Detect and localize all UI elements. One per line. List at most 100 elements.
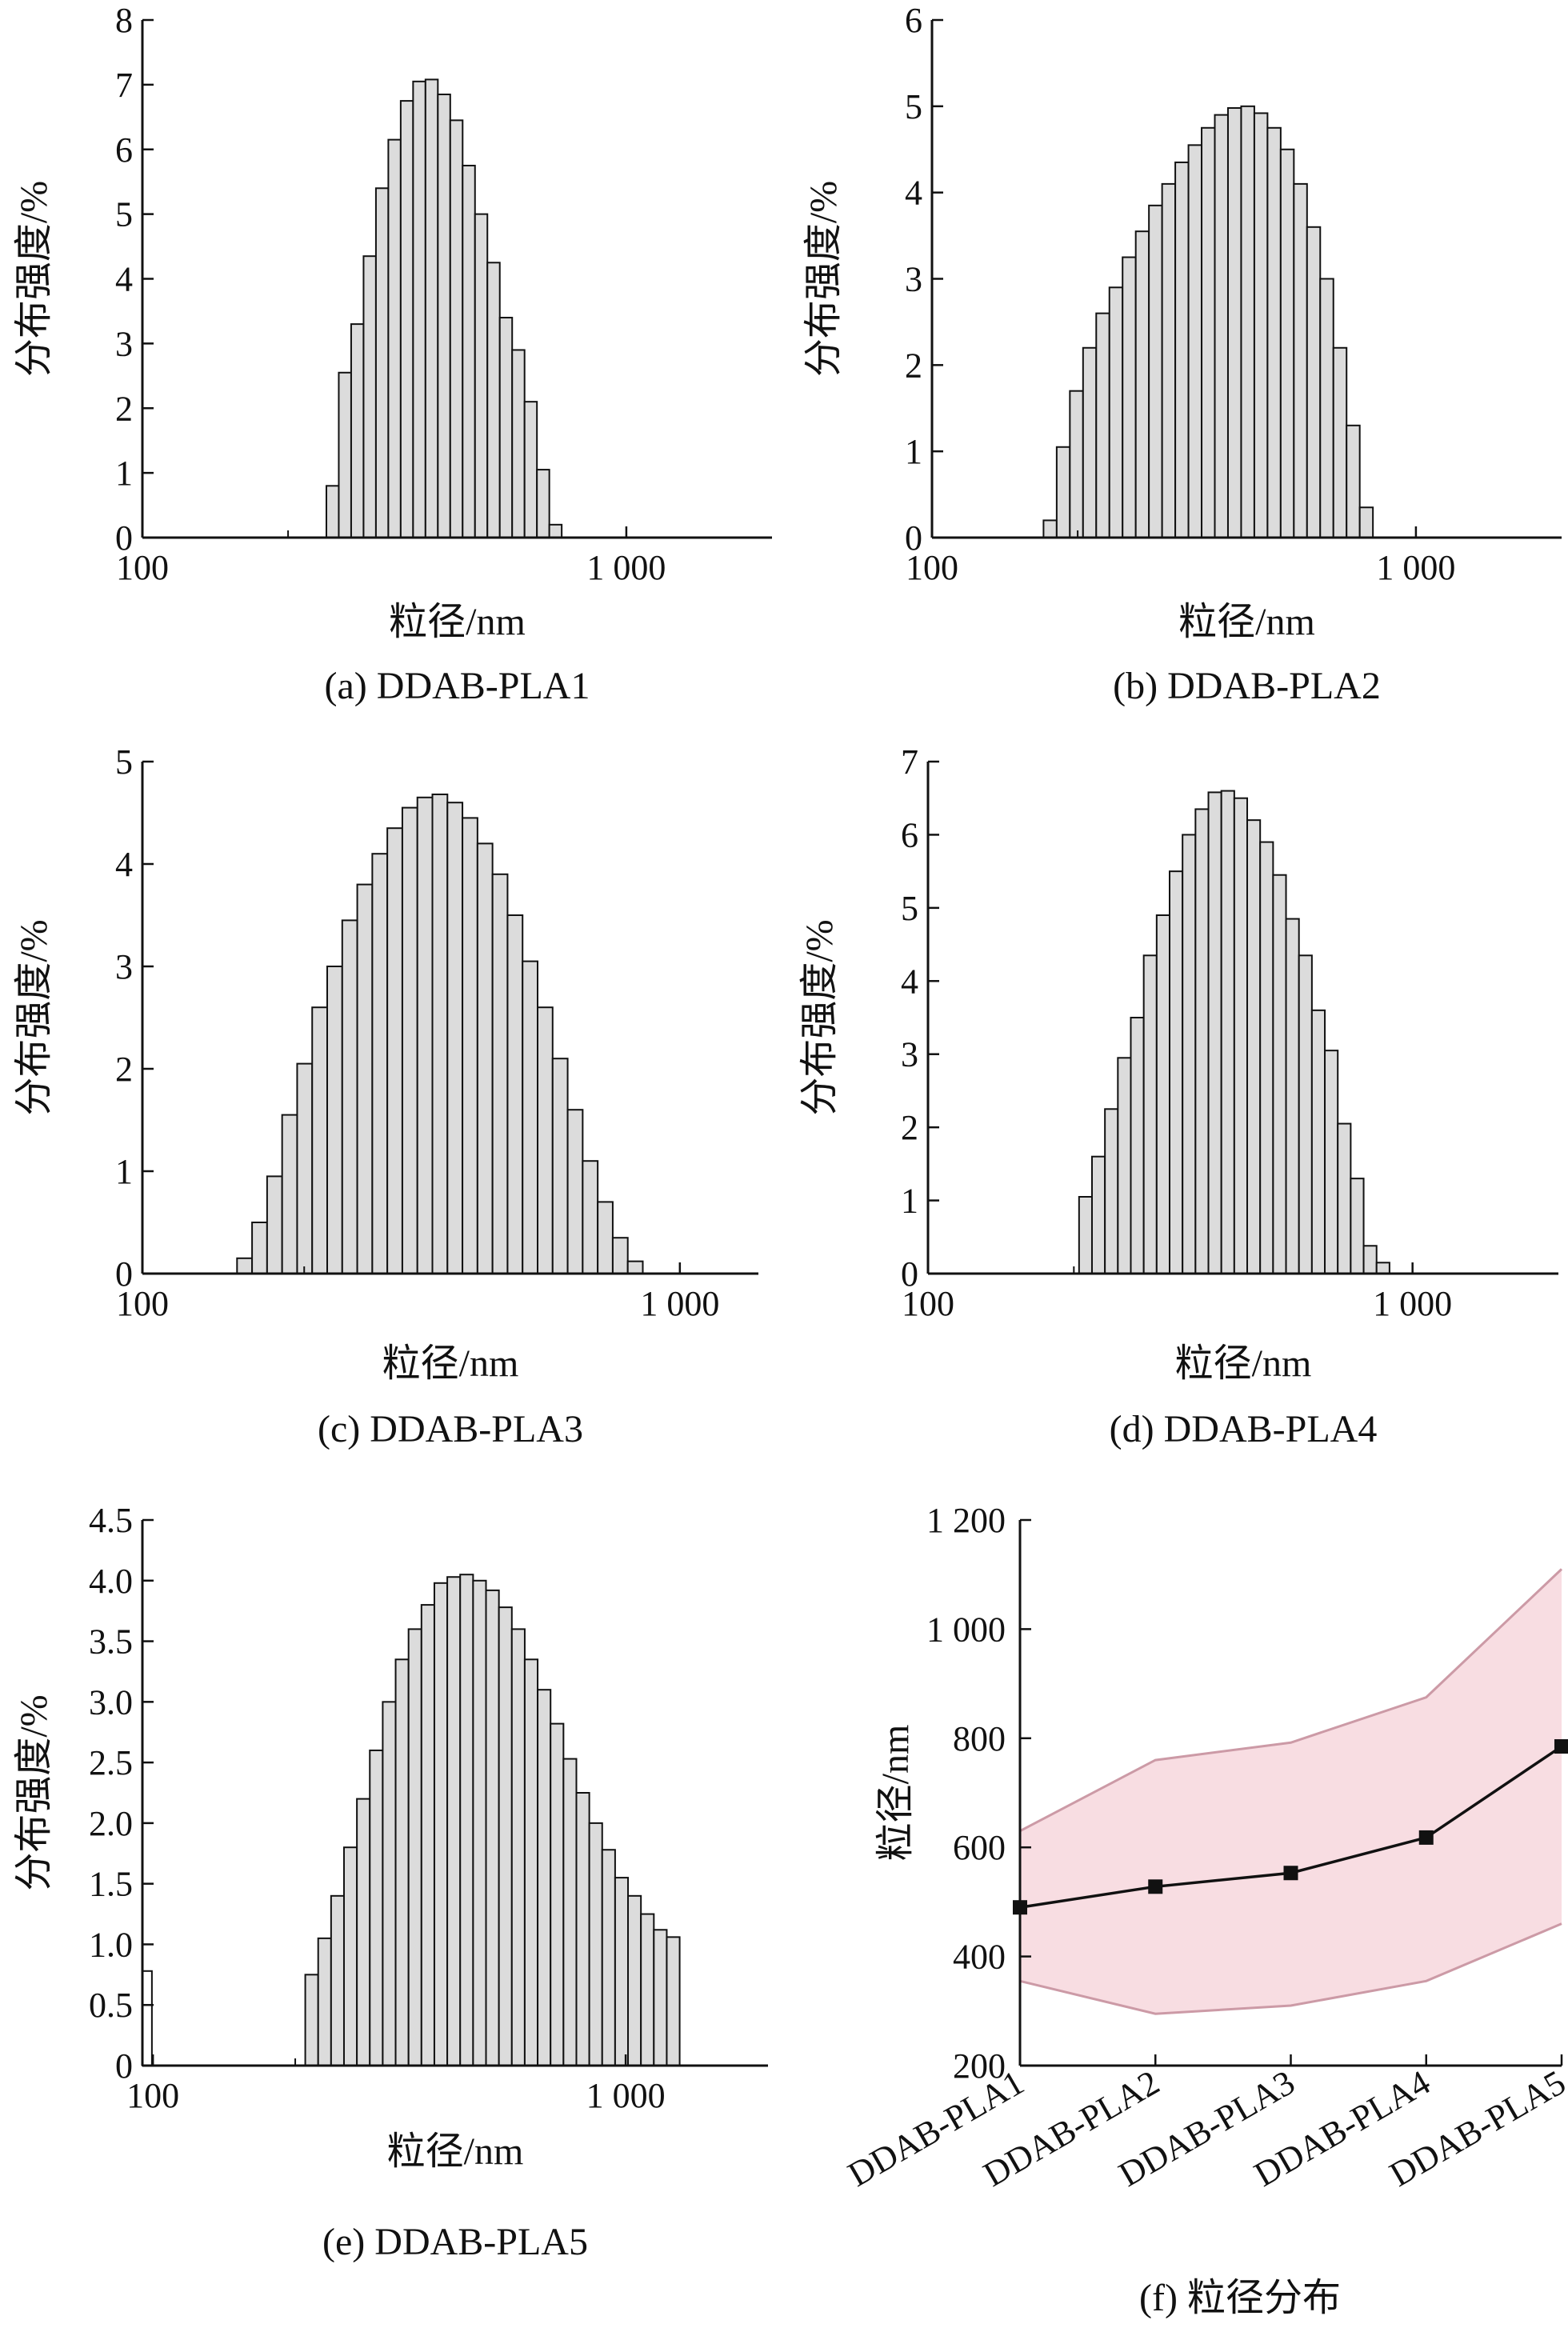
bar <box>1324 1050 1339 1274</box>
y-tick-label: 3 <box>115 947 133 986</box>
bars <box>142 1574 681 2067</box>
y-tick-label: 0 <box>115 518 133 558</box>
bar <box>1259 841 1274 1274</box>
y-tick-label: 600 <box>953 1828 1006 1867</box>
bar <box>1108 286 1124 538</box>
bar <box>601 1849 616 2066</box>
bar <box>399 100 414 538</box>
bar <box>1285 918 1300 1274</box>
bar <box>1279 148 1295 538</box>
x-axis-label: 粒径/nm <box>389 601 526 643</box>
x-tick-label: 1 000 <box>586 548 666 587</box>
bar <box>498 1606 513 2066</box>
bar <box>1298 954 1313 1275</box>
bar <box>523 1658 539 2067</box>
y-tick-label: 3 <box>905 260 922 299</box>
y-tick-label: 6 <box>901 815 918 854</box>
x-tick-label: 1 000 <box>1373 1284 1452 1323</box>
y-axis-label: 粒径/nm <box>874 1725 917 1862</box>
bar <box>1375 1262 1390 1275</box>
y-tick-label: 6 <box>115 130 133 170</box>
bar <box>342 1846 358 2066</box>
x-tick-label: 1 000 <box>640 1284 719 1323</box>
y-tick-label: 4 <box>905 174 922 213</box>
bar <box>485 1589 500 2066</box>
panel-caption: (e) DDAB-PLA5 <box>322 2221 588 2263</box>
y-tick-label: 4 <box>115 845 133 884</box>
y-tick-label: 3 <box>115 324 133 363</box>
bar <box>588 1822 603 2066</box>
y-tick-label: 1 <box>115 1152 133 1191</box>
bar <box>506 914 524 1274</box>
bar <box>1130 1017 1145 1274</box>
y-tick-label: 2.5 <box>89 1743 133 1782</box>
bar <box>394 1658 410 2067</box>
bar <box>1090 1155 1106 1274</box>
bar <box>386 827 403 1274</box>
bar <box>472 1579 487 2066</box>
y-tick-label: 4 <box>901 962 918 1001</box>
bar <box>1332 346 1348 538</box>
bar <box>387 138 402 538</box>
bar <box>446 802 464 1274</box>
y-tick-label: 0 <box>115 1254 133 1294</box>
bar <box>491 873 509 1275</box>
bar <box>362 255 377 538</box>
bar <box>401 806 418 1274</box>
y-tick-label: 1.0 <box>89 1925 133 1964</box>
bar <box>437 94 451 538</box>
y-tick-label: 1.5 <box>89 1865 133 1904</box>
y-tick-label: 2 <box>115 389 133 428</box>
y-tick-label: 6 <box>905 1 922 40</box>
y-tick-label: 800 <box>953 1719 1006 1758</box>
bar <box>566 1109 584 1274</box>
bar <box>338 371 352 538</box>
bar <box>1293 182 1308 538</box>
bar <box>1337 1122 1352 1274</box>
panel-caption: (b) DDAB-PLA2 <box>1113 665 1381 707</box>
bar <box>412 80 426 538</box>
bar <box>433 1582 449 2067</box>
bar <box>462 817 478 1274</box>
bar <box>446 1576 462 2066</box>
bar <box>1346 424 1361 538</box>
bar <box>1161 182 1177 538</box>
bar <box>666 1936 681 2067</box>
y-tick-label: 4.5 <box>89 1501 133 1540</box>
bar <box>1266 126 1282 539</box>
bar <box>522 960 538 1274</box>
bars <box>236 793 644 1275</box>
y-axis-label: 分布强度/% <box>13 1694 55 1890</box>
bar <box>597 1201 614 1275</box>
bar <box>266 1175 283 1275</box>
bar <box>1174 161 1190 538</box>
y-tick-label: 0 <box>905 518 922 558</box>
bar <box>523 401 538 538</box>
y-tick-label: 4.0 <box>89 1562 133 1601</box>
bar <box>356 883 374 1274</box>
bar <box>369 1749 384 2066</box>
bar <box>311 1006 329 1274</box>
bar <box>1233 797 1249 1274</box>
chart-panel-1: 100 1 000 0 1 2 3 4 5 6 7 8 分布强度/% 粒径/nm (a) DDAB-PLA… <box>13 1 772 707</box>
bar <box>1169 870 1184 1274</box>
y-axis-label: 分布强度/% <box>13 919 55 1115</box>
y-tick-label: 5 <box>115 742 133 782</box>
bar <box>1362 1245 1378 1275</box>
range-band <box>1020 1569 1562 2014</box>
y-tick-label: 2 <box>905 346 922 385</box>
bar <box>1306 226 1322 538</box>
data-point <box>1554 1739 1568 1754</box>
y-tick-label: 1 <box>901 1182 918 1221</box>
panel-caption: (c) DDAB-PLA3 <box>318 1408 583 1450</box>
bar <box>1358 506 1374 539</box>
bar <box>416 796 434 1274</box>
y-tick-label: 7 <box>115 66 133 105</box>
y-tick-label: 4 <box>115 260 133 299</box>
bar <box>462 164 476 538</box>
bar <box>1148 204 1163 538</box>
bar <box>551 1058 569 1274</box>
bar <box>1142 954 1158 1275</box>
data-point <box>1013 1900 1027 1915</box>
x-tick-label: 100 <box>906 548 958 587</box>
